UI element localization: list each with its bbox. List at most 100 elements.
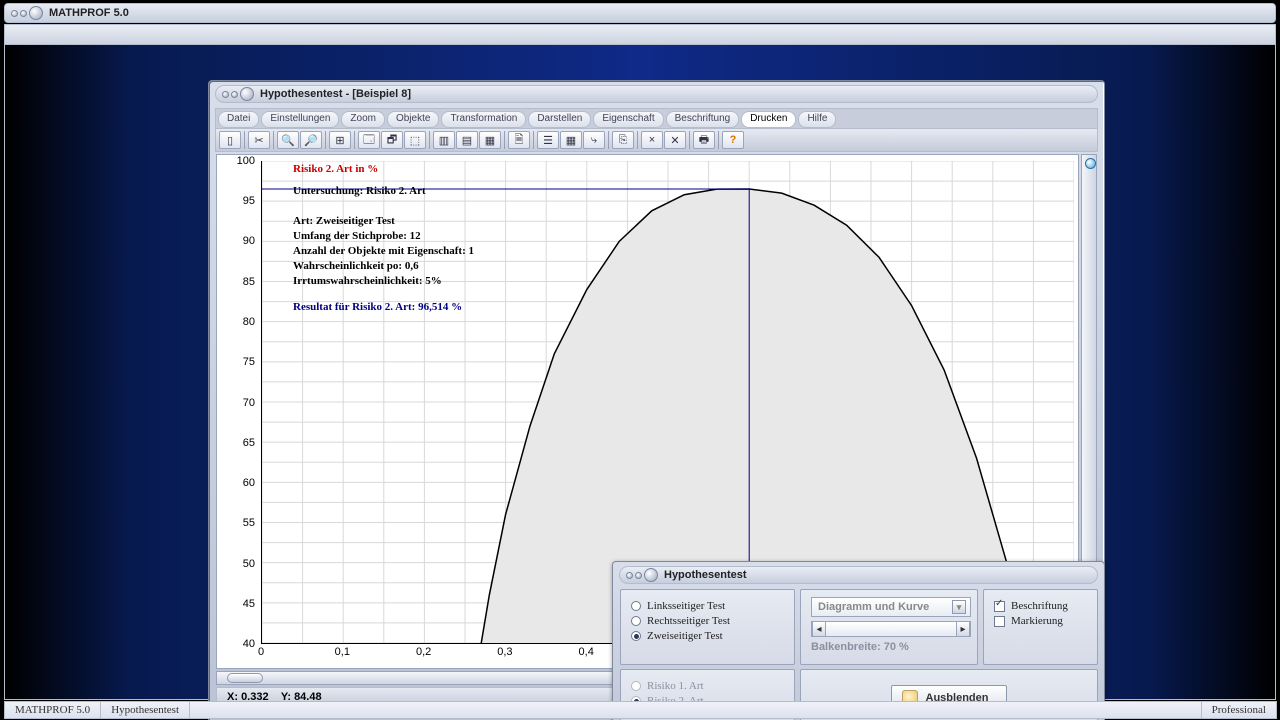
y-tick-label: 50 [243, 558, 255, 570]
toolbar-icon[interactable]: ✂ [248, 131, 270, 149]
toolbar-icon[interactable]: ⎘ [612, 131, 634, 149]
arrow-left-icon[interactable]: ◂ [812, 622, 826, 636]
diagram-select[interactable]: Diagramm und Kurve ▾ [811, 597, 971, 617]
y-tick-label: 45 [243, 598, 255, 610]
x-tick-label: 0,2 [416, 646, 431, 658]
options-titlebar[interactable]: Hypothesentest [619, 566, 1098, 584]
plot-info-line: Umfang der Stichprobe: 12 [293, 230, 474, 242]
toolbar-separator [354, 131, 355, 149]
toolbar-icon[interactable]: 🗎 [508, 131, 530, 149]
balken-slider[interactable]: ◂ ▸ [811, 621, 971, 637]
tab-drucken[interactable]: Drucken [741, 111, 796, 128]
app-window: MATHPROF 5.0 Hypothesentest - [Beispiel … [0, 0, 1280, 720]
chart-window-titlebar[interactable]: Hypothesentest - [Beispiel 8] [215, 85, 1098, 103]
status-left-2: Hypothesentest [100, 701, 190, 719]
x-tick-label: 0,1 [335, 646, 350, 658]
radio-links[interactable]: Linksseitiger Test [631, 600, 784, 612]
plot-info-line: Untersuchung: Risiko 2. Art [293, 185, 474, 197]
app-titlebar[interactable]: MATHPROF 5.0 [4, 3, 1276, 23]
toolbar-icon[interactable]: ⬚ [404, 131, 426, 149]
y-ticks: 404550556065707580859095100 [217, 161, 261, 644]
toolbar-separator [689, 131, 690, 149]
toolbar-icon[interactable]: ☰ [537, 131, 559, 149]
toolbar-separator [637, 131, 638, 149]
tab-datei[interactable]: Datei [218, 111, 259, 128]
tab-transformation[interactable]: Transformation [441, 111, 526, 128]
plot-info-line: Wahrscheinlichkeit po: 0,6 [293, 260, 474, 272]
group-display-opts: Beschriftung Markierung [983, 589, 1098, 665]
tab-hilfe[interactable]: Hilfe [798, 111, 836, 128]
chart-toolbar[interactable]: ▯✂🔍🔎⊞🗔🗗⬚▥▤▦🗎☰▦⤷⎘×✕🖶? [215, 128, 1098, 152]
status-left-1: MATHPROF 5.0 [4, 701, 101, 719]
y-tick-label: 75 [243, 356, 255, 368]
toolbar-separator [608, 131, 609, 149]
group-test-type: Linksseitiger Test Rechtsseitiger Test Zwe… [620, 589, 795, 665]
toolbar-separator [533, 131, 534, 149]
toolbar-icon[interactable]: ⤷ [583, 131, 605, 149]
toolbar-icon[interactable]: 🗗 [381, 131, 403, 149]
check-mark[interactable]: Markierung [994, 615, 1087, 627]
radio-r1: Risiko 1. Art [631, 680, 784, 692]
plot-title: Risiko 2. Art in % [293, 163, 474, 175]
plot-info-line: Art: Zweiseitiger Test [293, 215, 474, 227]
group-diagram: Diagramm und Kurve ▾ ◂ ▸ Balkenbreite: 7… [800, 589, 978, 665]
tab-eigenschaft[interactable]: Eigenschaft [593, 111, 663, 128]
x-tick-label: 0 [258, 646, 264, 658]
y-tick-label: 80 [243, 316, 255, 328]
toolbar-icon[interactable]: ▦ [560, 131, 582, 149]
toolbar-icon[interactable]: ▥ [433, 131, 455, 149]
tab-objekte[interactable]: Objekte [387, 111, 439, 128]
tab-einstellungen[interactable]: Einstellungen [261, 111, 339, 128]
toolbar-icon[interactable]: ▦ [479, 131, 501, 149]
options-title: Hypothesentest [664, 569, 747, 581]
chevron-down-icon[interactable]: ▾ [952, 600, 966, 614]
toolbar-icon[interactable]: 🖶 [693, 131, 715, 149]
tab-zoom[interactable]: Zoom [341, 111, 385, 128]
plot-info-line: Irrtumswahrscheinlichkeit: 5% [293, 275, 474, 287]
radio-zwei[interactable]: Zweiseitiger Test [631, 630, 784, 642]
system-buttons[interactable] [11, 6, 43, 20]
toolbar-icon[interactable]: ▯ [219, 131, 241, 149]
y-tick-label: 60 [243, 477, 255, 489]
toolbar-icon[interactable]: ▤ [456, 131, 478, 149]
y-tick-label: 90 [243, 235, 255, 247]
chart-window-title: Hypothesentest - [Beispiel 8] [260, 88, 411, 100]
plot-result: Resultat für Risiko 2. Art: 96,514 % [293, 301, 474, 313]
status-bar: MATHPROF 5.0 Hypothesentest Professional [4, 701, 1276, 719]
toolbar-icon[interactable]: ✕ [664, 131, 686, 149]
chart-tabbar[interactable]: DateiEinstellungenZoomObjekteTransformat… [215, 108, 1098, 128]
tab-darstellen[interactable]: Darstellen [528, 111, 591, 128]
y-tick-label: 55 [243, 517, 255, 529]
plot-info-line [293, 200, 474, 212]
toolbar-separator [718, 131, 719, 149]
x-tick-label: 0,4 [579, 646, 594, 658]
x-tick-label: 0,3 [497, 646, 512, 658]
y-tick-label: 65 [243, 437, 255, 449]
toolbar-icon[interactable]: ? [722, 131, 744, 149]
toolbar-separator [273, 131, 274, 149]
toolbar-icon[interactable]: ⊞ [329, 131, 351, 149]
toolbar-separator [504, 131, 505, 149]
y-tick-label: 95 [243, 195, 255, 207]
toolbar-separator [244, 131, 245, 149]
y-tick-label: 100 [237, 155, 255, 167]
app-title: MATHPROF 5.0 [49, 7, 129, 19]
arrow-right-icon[interactable]: ▸ [956, 622, 970, 636]
check-beschr[interactable]: Beschriftung [994, 600, 1087, 612]
mdi-client: Hypothesentest - [Beispiel 8] DateiEinst… [4, 24, 1276, 700]
toolbar-separator [429, 131, 430, 149]
toolbar-icon[interactable]: × [641, 131, 663, 149]
y-tick-label: 85 [243, 276, 255, 288]
toolbar-icon[interactable]: 🔎 [300, 131, 322, 149]
toolbar-icon[interactable]: 🗔 [358, 131, 380, 149]
toolbar-icon[interactable]: 🔍 [277, 131, 299, 149]
tab-beschriftung[interactable]: Beschriftung [666, 111, 740, 128]
balkenbreite-label: Balkenbreite: 70 % [811, 641, 967, 653]
scrollbar-thumb[interactable] [227, 673, 263, 683]
toolbar-separator [325, 131, 326, 149]
y-tick-label: 70 [243, 397, 255, 409]
app-menubar[interactable] [5, 25, 1275, 45]
radio-rechts[interactable]: Rechtsseitiger Test [631, 615, 784, 627]
options-panel[interactable]: Hypothesentest Linksseitiger Test Rechtss… [612, 561, 1105, 720]
status-right: Professional [1201, 701, 1277, 719]
